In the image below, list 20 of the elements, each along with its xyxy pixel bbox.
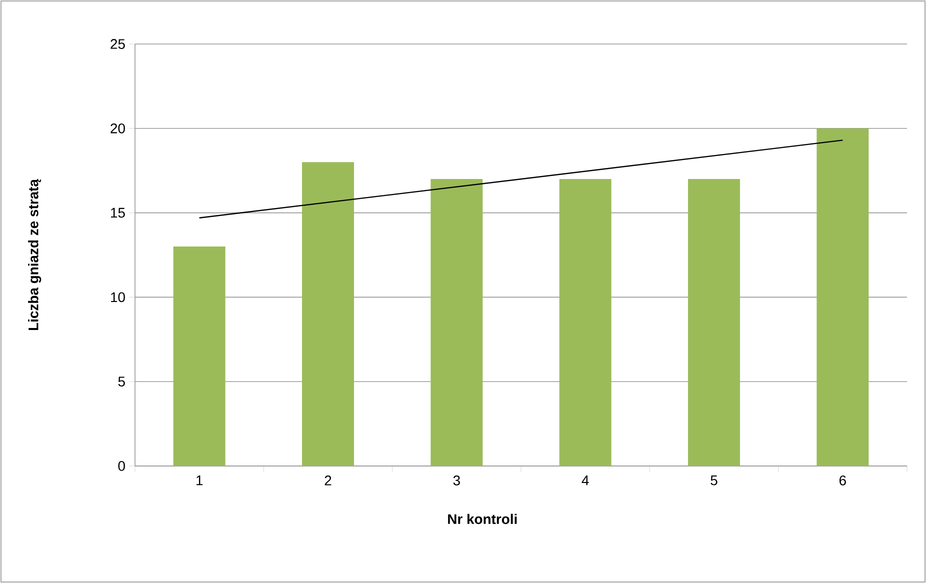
bar: [430, 179, 483, 466]
x-tick-label: 3: [453, 476, 460, 486]
x-tick-label: 5: [710, 476, 718, 486]
y-tick-label: 5: [118, 376, 125, 386]
y-tick-label: 20: [110, 123, 125, 134]
bar: [688, 179, 740, 466]
bar: [816, 128, 869, 466]
x-tick-label: 2: [324, 476, 332, 486]
bar: [302, 162, 354, 466]
x-tick-label: 4: [582, 476, 589, 486]
bar: [173, 246, 226, 466]
y-tick-label: 25: [110, 39, 125, 49]
bar: [559, 179, 612, 466]
y-tick-label: 15: [111, 208, 125, 218]
x-axis-title: Nr kontroli: [448, 514, 517, 524]
x-tick-label: 1: [196, 476, 203, 486]
y-axis-title: Liczba gniazd ze stratą: [28, 178, 42, 330]
y-tick-label: 0: [118, 461, 125, 471]
y-tick-label: 10: [111, 292, 125, 302]
x-tick-label: 6: [840, 476, 846, 486]
